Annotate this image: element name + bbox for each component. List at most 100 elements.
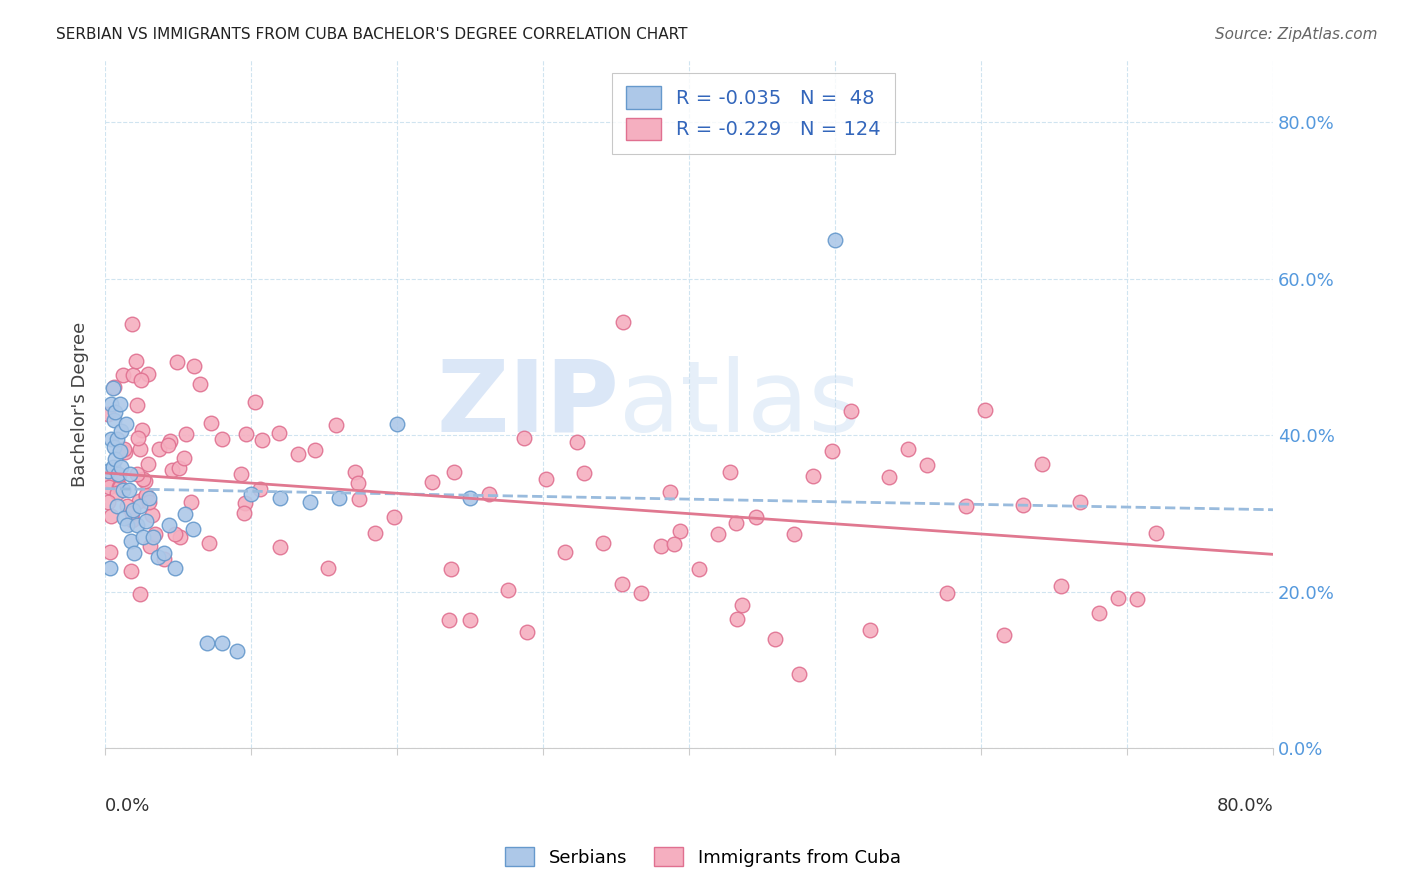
Point xyxy=(1031,457,1053,471)
Point xyxy=(443,465,465,479)
Point xyxy=(114,445,136,459)
Point xyxy=(658,485,681,500)
Point xyxy=(420,475,443,489)
Point xyxy=(1011,498,1033,512)
Point xyxy=(108,397,131,411)
Point xyxy=(787,667,810,681)
Point xyxy=(347,475,370,490)
Point xyxy=(662,537,685,551)
Point xyxy=(108,480,131,494)
Point xyxy=(114,417,136,431)
Point xyxy=(516,625,538,640)
Point xyxy=(650,539,672,553)
Point xyxy=(139,539,162,553)
Point xyxy=(128,493,150,508)
Point xyxy=(935,586,957,600)
Point xyxy=(725,612,748,626)
Point xyxy=(718,465,741,479)
Text: SERBIAN VS IMMIGRANTS FROM CUBA BACHELOR'S DEGREE CORRELATION CHART: SERBIAN VS IMMIGRANTS FROM CUBA BACHELOR… xyxy=(56,27,688,42)
Point xyxy=(211,636,233,650)
Point xyxy=(108,444,131,458)
Point xyxy=(574,467,596,481)
Point xyxy=(173,451,195,466)
Point xyxy=(169,460,191,475)
Point xyxy=(612,576,634,591)
Point xyxy=(98,480,121,494)
Point xyxy=(160,463,183,477)
Point xyxy=(121,506,143,520)
Point xyxy=(565,435,588,450)
Point xyxy=(135,489,157,503)
Point xyxy=(250,434,273,448)
Point xyxy=(103,380,125,394)
Point xyxy=(127,518,149,533)
Point xyxy=(105,432,128,446)
Point xyxy=(592,536,614,550)
Point xyxy=(153,552,176,566)
Point xyxy=(138,491,160,505)
Point xyxy=(174,507,197,521)
Point xyxy=(142,530,165,544)
Point xyxy=(129,442,152,457)
Point xyxy=(135,515,157,529)
Point xyxy=(955,499,977,513)
Point xyxy=(129,499,152,513)
Point xyxy=(235,426,257,441)
Point xyxy=(129,587,152,601)
Point xyxy=(101,459,124,474)
Point xyxy=(120,564,142,578)
Point xyxy=(458,613,481,627)
Point xyxy=(1088,607,1111,621)
Point xyxy=(131,424,153,438)
Point xyxy=(112,510,135,524)
Point xyxy=(688,562,710,576)
Point xyxy=(159,434,181,448)
Point xyxy=(165,561,187,575)
Point xyxy=(129,374,152,388)
Point xyxy=(478,487,501,501)
Point xyxy=(124,546,146,560)
Point xyxy=(121,318,143,332)
Point xyxy=(269,426,291,441)
Point xyxy=(304,443,326,458)
Point xyxy=(706,527,728,541)
Point xyxy=(117,483,139,497)
Point xyxy=(243,395,266,409)
Point xyxy=(668,524,690,538)
Point xyxy=(183,359,205,373)
Point xyxy=(783,526,806,541)
Point xyxy=(159,518,181,533)
Point xyxy=(111,483,134,497)
Legend: R = -0.035   N =  48, R = -0.229   N = 124: R = -0.035 N = 48, R = -0.229 N = 124 xyxy=(612,73,894,153)
Point xyxy=(125,467,148,481)
Point xyxy=(143,527,166,541)
Point xyxy=(135,487,157,501)
Point xyxy=(382,510,405,524)
Point xyxy=(127,431,149,445)
Point xyxy=(1069,495,1091,509)
Point xyxy=(121,513,143,527)
Point xyxy=(630,586,652,600)
Point xyxy=(229,467,252,481)
Point xyxy=(127,398,149,412)
Point xyxy=(269,540,291,554)
Point xyxy=(100,397,122,411)
Point xyxy=(534,472,557,486)
Point xyxy=(897,442,920,456)
Point xyxy=(725,516,748,530)
Point xyxy=(763,632,786,646)
Point xyxy=(98,561,121,575)
Point xyxy=(101,381,124,395)
Point xyxy=(132,472,155,486)
Point xyxy=(107,467,129,482)
Point xyxy=(97,494,120,508)
Text: ZIP: ZIP xyxy=(436,356,619,452)
Point xyxy=(122,502,145,516)
Point xyxy=(612,315,634,329)
Point xyxy=(169,530,191,544)
Point xyxy=(138,367,160,381)
Point xyxy=(821,444,844,458)
Point xyxy=(163,527,186,541)
Point xyxy=(325,417,347,432)
Point xyxy=(104,405,127,419)
